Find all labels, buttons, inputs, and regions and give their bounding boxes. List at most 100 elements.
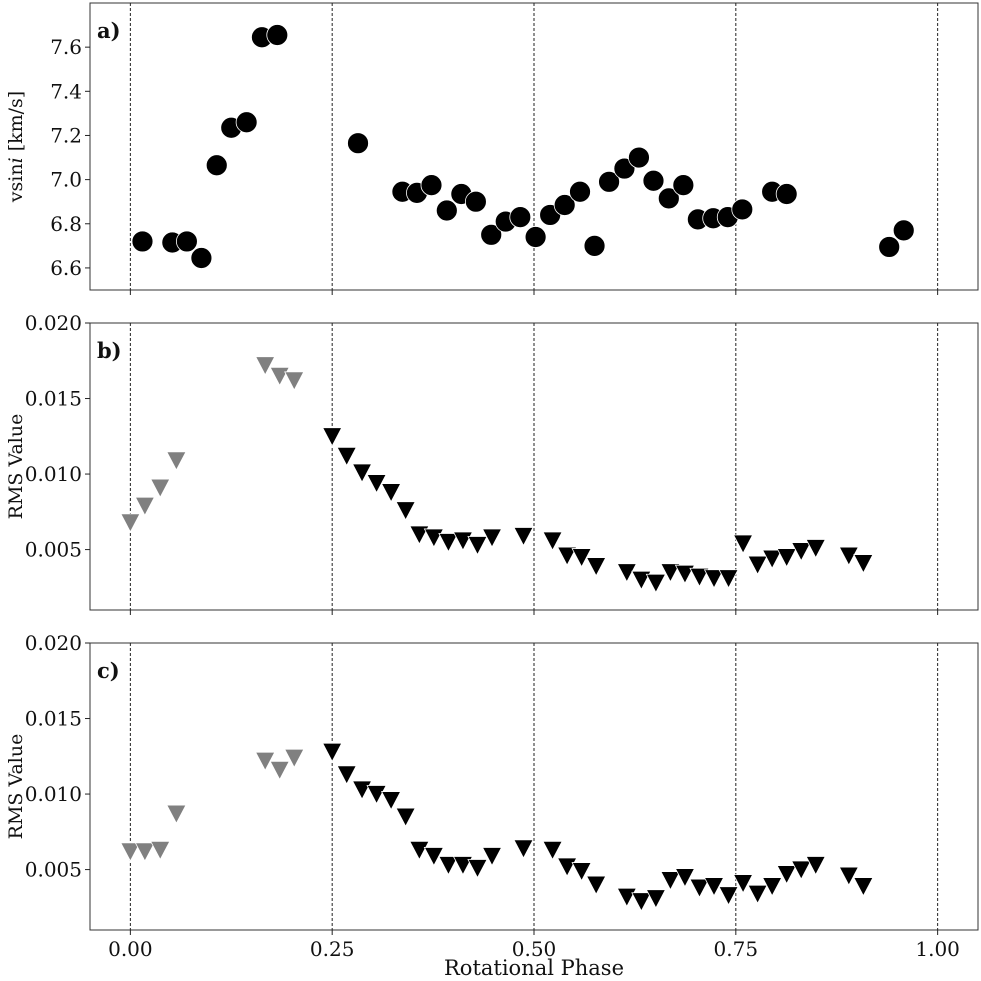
data-point xyxy=(409,840,430,861)
plot-frame xyxy=(89,642,979,931)
data-point xyxy=(464,190,487,213)
data-point xyxy=(284,371,305,391)
data-point xyxy=(435,199,458,222)
data-point xyxy=(775,183,798,205)
data-point xyxy=(467,859,488,879)
data-point xyxy=(438,533,459,553)
data-point xyxy=(509,206,532,229)
data-point xyxy=(480,223,503,246)
data-point xyxy=(366,785,387,805)
y-tick-label: 7.4 xyxy=(50,79,82,103)
data-point xyxy=(235,111,258,134)
data-point xyxy=(569,180,591,203)
data-point xyxy=(542,840,563,861)
data-point xyxy=(660,871,681,891)
data-point xyxy=(269,760,290,781)
data-point xyxy=(175,230,198,253)
data-point xyxy=(761,549,783,570)
data-point xyxy=(674,564,696,585)
data-point xyxy=(631,570,652,591)
data-point xyxy=(150,840,171,861)
data-point xyxy=(645,889,667,909)
data-point xyxy=(631,892,652,912)
data-point xyxy=(467,536,488,556)
data-point xyxy=(120,513,141,533)
data-point xyxy=(645,573,667,594)
data-point xyxy=(351,780,373,800)
data-point xyxy=(481,528,503,548)
data-point xyxy=(347,132,369,155)
data-point xyxy=(420,174,443,197)
data-point xyxy=(322,742,343,763)
data-point xyxy=(571,862,592,882)
data-point xyxy=(689,567,710,588)
y-tick-label: 0.010 xyxy=(25,782,82,806)
data-point xyxy=(598,170,620,193)
data-point xyxy=(660,563,681,583)
data-point xyxy=(642,169,665,192)
data-point xyxy=(409,525,430,545)
y-tick-label: 0.020 xyxy=(25,631,82,655)
data-point xyxy=(805,539,826,559)
y-tick-label: 0.020 xyxy=(25,311,82,335)
data-point xyxy=(131,230,154,253)
x-axis-title: Rotational Phase xyxy=(444,956,624,980)
data-point xyxy=(674,868,696,888)
data-point xyxy=(120,842,141,862)
data-point xyxy=(336,765,357,785)
data-point xyxy=(134,842,156,862)
data-point xyxy=(616,887,637,908)
data-point xyxy=(776,865,797,885)
plot-frame xyxy=(89,322,979,611)
data-point xyxy=(556,546,578,566)
x-tick-label: 0.00 xyxy=(108,937,153,961)
data-point xyxy=(732,874,754,894)
data-point xyxy=(791,542,812,562)
y-tick-label: 7.6 xyxy=(50,35,82,59)
data-point xyxy=(380,791,402,811)
data-point xyxy=(255,356,276,376)
data-point xyxy=(266,24,289,46)
data-point xyxy=(513,527,534,547)
y-tick-label: 6.8 xyxy=(50,212,82,236)
data-point xyxy=(838,866,859,886)
data-point xyxy=(583,234,606,257)
data-point xyxy=(585,875,607,896)
data-point xyxy=(585,557,607,577)
data-point xyxy=(878,236,901,258)
panel-b: 0.005 0.010 0.015 0.020 b) RMS Value xyxy=(5,311,979,615)
data-point xyxy=(838,546,859,566)
y-tick-label: 7.0 xyxy=(50,168,82,192)
data-point xyxy=(150,478,171,499)
data-point xyxy=(542,531,563,551)
data-point xyxy=(553,194,576,216)
data-point xyxy=(556,857,578,877)
data-point xyxy=(336,446,357,467)
data-point xyxy=(672,174,695,197)
y-axis-title: vsini [km/s] xyxy=(5,91,27,203)
data-point xyxy=(761,877,783,897)
y-tick-label: 0.005 xyxy=(25,858,82,882)
y-axis-title: RMS Value xyxy=(5,734,27,840)
panel-c: 0.005 0.010 0.015 0.020 c) RMS Value xyxy=(5,631,979,935)
data-point xyxy=(747,884,768,905)
data-point xyxy=(438,856,459,876)
data-point xyxy=(718,569,739,589)
y-tick-label: 6.6 xyxy=(50,256,82,280)
data-point xyxy=(853,554,874,574)
data-point xyxy=(284,748,305,769)
data-point xyxy=(718,886,739,906)
data-point xyxy=(731,198,754,221)
data-point xyxy=(452,531,474,551)
y-tick-label: 0.005 xyxy=(25,538,82,562)
data-point xyxy=(513,839,534,859)
y-tick-label: 0.015 xyxy=(25,387,82,411)
data-point xyxy=(853,877,874,897)
data-point xyxy=(689,878,710,899)
data-point xyxy=(805,856,826,876)
data-point xyxy=(613,157,636,180)
data-point xyxy=(747,555,768,576)
data-point xyxy=(628,146,650,169)
data-point xyxy=(452,856,474,876)
